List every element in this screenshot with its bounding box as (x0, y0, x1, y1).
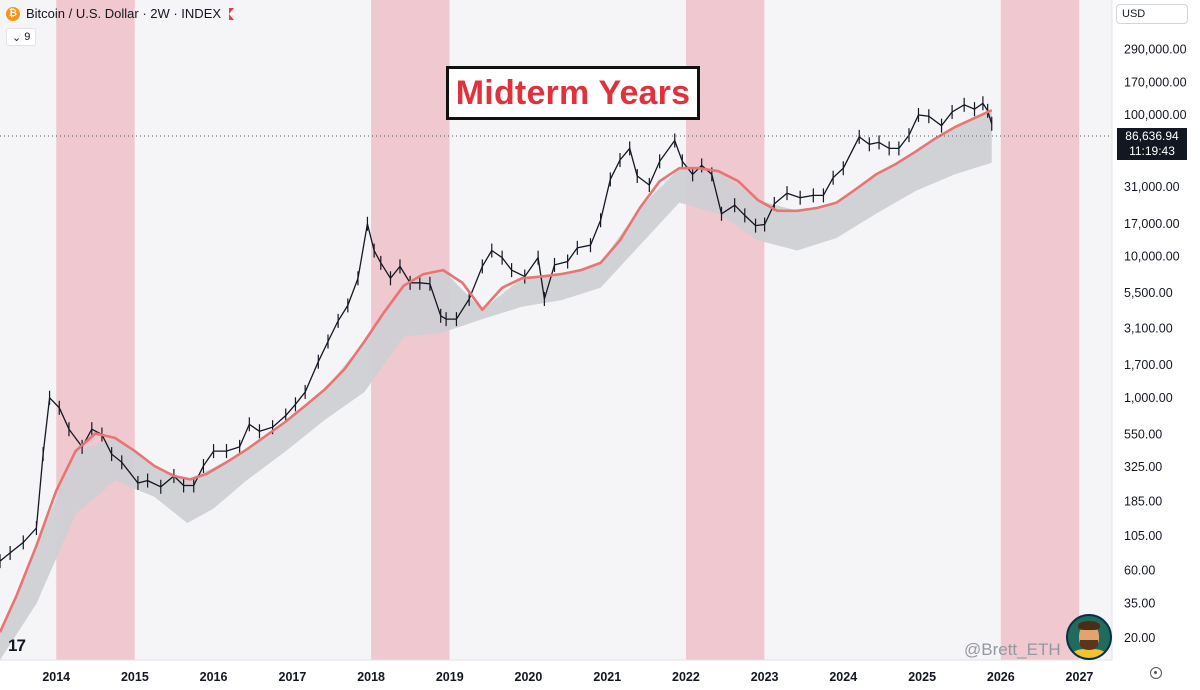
bar-countdown: 11:19:43 (1129, 144, 1175, 158)
x-tick-label: 2020 (515, 670, 543, 684)
y-tick-label: 10,000.00 (1124, 249, 1180, 263)
time-axis (0, 660, 1200, 690)
y-tick-label: 1,000.00 (1124, 391, 1173, 405)
y-tick-label: 100,000.00 (1124, 108, 1187, 122)
price-line (0, 102, 993, 562)
y-tick-label: 290,000.00 (1124, 43, 1187, 57)
bitcoin-icon: ₿ (6, 6, 20, 21)
y-tick-label: 17,000.00 (1124, 217, 1180, 231)
chart-annotation: Midterm Years (446, 66, 700, 120)
x-tick-label: 2019 (436, 670, 464, 684)
y-tick-label: 35.00 (1124, 597, 1155, 611)
x-tick-label: 2025 (908, 670, 936, 684)
symbol-header[interactable]: ₿ Bitcoin / U.S. Dollar · 2W · INDEX (6, 6, 235, 21)
y-tick-label: 1,700.00 (1124, 358, 1173, 372)
midterm-band (56, 0, 135, 660)
ma-line (0, 109, 993, 633)
y-tick-label: 3,100.00 (1124, 321, 1173, 335)
x-tick-label: 2026 (987, 670, 1015, 684)
y-tick-label: 20.00 (1124, 631, 1155, 645)
settings-icon[interactable] (1150, 667, 1162, 679)
chevron-down-icon: ⌄ (12, 31, 22, 44)
x-tick-label: 2027 (1066, 670, 1094, 684)
x-tick-label: 2014 (42, 670, 70, 684)
y-tick-label: 185.00 (1124, 494, 1162, 508)
avatar-icon (1066, 614, 1112, 660)
x-tick-label: 2017 (279, 670, 307, 684)
tradingview-logo-icon[interactable]: 17 (8, 636, 26, 655)
last-price-value: 86,636.94 (1125, 129, 1179, 143)
indicators-toggle[interactable]: ⌄ 9 (6, 28, 37, 46)
y-tick-label: 5,500.00 (1124, 286, 1173, 300)
y-tick-label: 60.00 (1124, 564, 1155, 578)
flag-icon[interactable] (229, 7, 235, 20)
x-tick-label: 2018 (357, 670, 385, 684)
x-tick-label: 2021 (593, 670, 621, 684)
indicator-count: 9 (24, 31, 31, 43)
currency-selector[interactable]: USD (1116, 4, 1188, 24)
y-tick-label: 105.00 (1124, 529, 1162, 543)
x-tick-label: 2022 (672, 670, 700, 684)
last-price-label: 86,636.94 11:19:43 (1117, 128, 1187, 160)
y-tick-label: 550.00 (1124, 428, 1162, 442)
x-tick-label: 2024 (829, 670, 857, 684)
y-tick-label: 170,000.00 (1124, 75, 1187, 89)
x-tick-label: 2015 (121, 670, 149, 684)
symbol-title: Bitcoin / U.S. Dollar · 2W · INDEX (26, 6, 222, 21)
x-tick-label: 2023 (751, 670, 779, 684)
x-tick-label: 2016 (200, 670, 228, 684)
price-axis (1112, 0, 1200, 690)
midterm-band (1000, 0, 1080, 660)
y-tick-label: 325.00 (1124, 460, 1162, 474)
watermark: @Brett_ETH (964, 640, 1061, 659)
y-tick-label: 31,000.00 (1124, 180, 1180, 194)
